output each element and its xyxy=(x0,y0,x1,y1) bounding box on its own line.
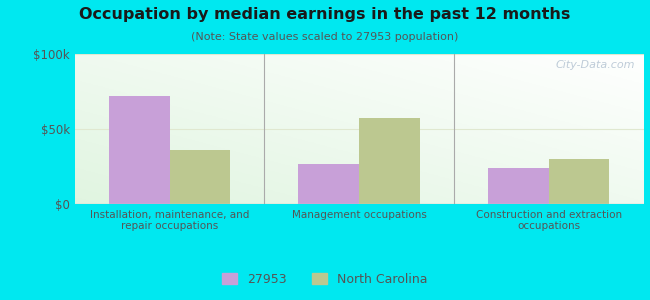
Text: City-Data.com: City-Data.com xyxy=(556,60,635,70)
Bar xyxy=(109,96,170,204)
Bar xyxy=(549,159,609,204)
Legend: 27953, North Carolina: 27953, North Carolina xyxy=(218,268,432,291)
Bar xyxy=(170,150,230,204)
Text: (Note: State values scaled to 27953 population): (Note: State values scaled to 27953 popu… xyxy=(191,32,459,41)
Bar xyxy=(488,168,549,204)
Text: Occupation by median earnings in the past 12 months: Occupation by median earnings in the pas… xyxy=(79,8,571,22)
Bar xyxy=(359,118,420,204)
Bar xyxy=(298,164,359,204)
